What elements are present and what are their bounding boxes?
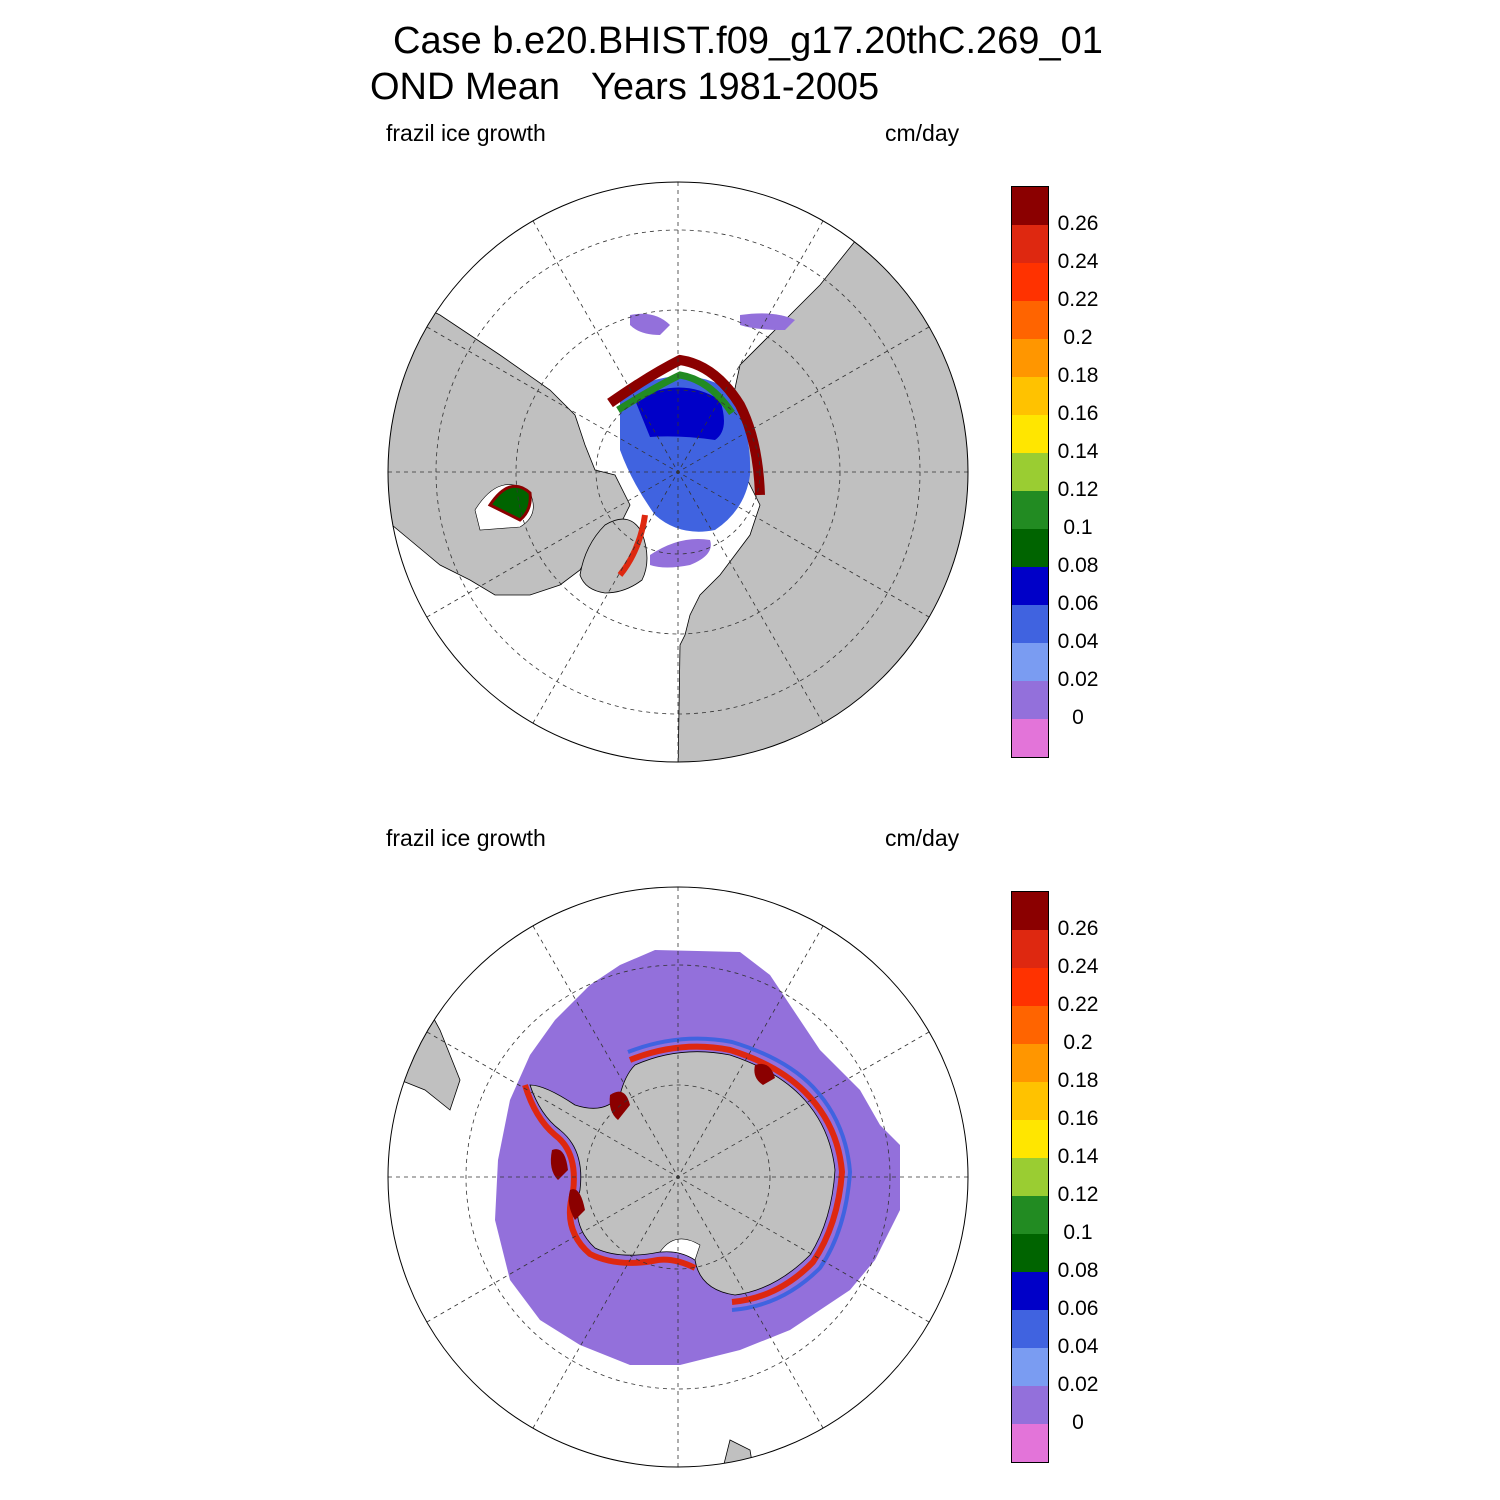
colorbar-antarctic-swatch (1012, 892, 1048, 930)
colorbar-antarctic-swatch (1012, 1044, 1048, 1082)
arctic-land-greenland (579, 518, 648, 594)
colorbar-arctic-swatch (1012, 643, 1048, 681)
antarctic-land-africa-tip (719, 1439, 756, 1467)
panel-antarctic-variable-label: frazil ice growth (386, 825, 546, 851)
colorbar-antarctic-swatch (1012, 1424, 1048, 1462)
antarctic-polar-map (387, 886, 969, 1468)
arctic-nordic-frazil (650, 539, 711, 568)
colorbar-tick-label: 0.18 (1057, 1069, 1099, 1092)
colorbar-arctic-swatch (1012, 719, 1048, 757)
colorbar-tick-label: 0.26 (1057, 212, 1099, 235)
colorbar-tick-label: 0.12 (1057, 1183, 1099, 1206)
arctic-marginal-growth-rim (607, 354, 765, 496)
arctic-ocean-frazil-core (635, 387, 724, 440)
colorbar-tick-label: 0.04 (1057, 630, 1099, 653)
colorbar-tick-label: 0.14 (1057, 1145, 1099, 1168)
colorbar-arctic-swatch (1012, 491, 1048, 529)
colorbar-tick-label: 0.08 (1057, 554, 1099, 577)
panel-arctic-units-label: cm/day (885, 120, 960, 146)
antarctic-coastal-growth-rim-outer (627, 1036, 853, 1312)
colorbar-antarctic-swatch (1012, 1386, 1048, 1424)
colorbar-tick-label: 0.06 (1057, 592, 1099, 615)
arctic-polar-map (387, 181, 969, 763)
colorbar-antarctic-swatch (1012, 1006, 1048, 1044)
colorbar-tick-label: 0.2 (1063, 1031, 1093, 1054)
colorbar-tick-label: 0.02 (1057, 668, 1099, 691)
arctic-baffin-growth-strip (617, 514, 648, 577)
colorbar-tick-label: 0 (1072, 706, 1084, 729)
colorbar-antarctic-swatch (1012, 1196, 1048, 1234)
antarctic-graticule (388, 887, 968, 1467)
colorbar-antarctic-swatch (1012, 930, 1048, 968)
figure-title-case: Case b.e20.BHIST.f09_g17.20thC.269_01 (393, 20, 1103, 62)
figure-title-period: OND Mean Years 1981-2005 (370, 66, 880, 108)
colorbar-tick-label: 0.08 (1057, 1259, 1099, 1282)
colorbar-tick-label: 0.26 (1057, 917, 1099, 940)
colorbar-arctic-swatch (1012, 567, 1048, 605)
colorbar-tick-label: 0.16 (1057, 1107, 1099, 1130)
colorbar-arctic-swatch (1012, 339, 1048, 377)
colorbar-antarctic (1011, 891, 1049, 1463)
colorbar-arctic (1011, 186, 1049, 758)
antarctic-map-border (387, 886, 969, 1468)
arctic-map-border (387, 181, 969, 763)
arctic-graticule (388, 182, 968, 762)
colorbar-antarctic-swatch (1012, 1082, 1048, 1120)
colorbar-tick-label: 0.1 (1063, 1221, 1093, 1244)
antarctic-ross-ice-shelf (659, 1238, 701, 1261)
panel-antarctic-units-label: cm/day (885, 825, 960, 851)
colorbar-arctic-swatch (1012, 187, 1048, 225)
colorbar-tick-label: 0.1 (1063, 516, 1093, 539)
antarctic-coastal-growth-rim (628, 1043, 846, 1305)
colorbar-arctic-swatch (1012, 681, 1048, 719)
colorbar-tick-label: 0.22 (1057, 288, 1099, 311)
colorbar-antarctic-swatch (1012, 1310, 1048, 1348)
colorbar-antarctic-swatch (1012, 1234, 1048, 1272)
colorbar-tick-label: 0.04 (1057, 1335, 1099, 1358)
colorbar-tick-label: 0.2 (1063, 326, 1093, 349)
colorbar-arctic-swatch (1012, 605, 1048, 643)
colorbar-tick-label: 0.24 (1057, 250, 1099, 273)
colorbar-antarctic-swatch (1012, 1120, 1048, 1158)
antarctic-ross-polynya (568, 1189, 585, 1220)
colorbar-arctic-swatch (1012, 263, 1048, 301)
colorbar-tick-label: 0.18 (1057, 364, 1099, 387)
arctic-okhotsk-frazil (740, 313, 795, 330)
antarctic-peninsula-polynya (550, 1149, 568, 1180)
colorbar-antarctic-swatch (1012, 1348, 1048, 1386)
colorbar-tick-label: 0.24 (1057, 955, 1099, 978)
colorbar-arctic-swatch (1012, 377, 1048, 415)
colorbar-tick-label: 0.12 (1057, 478, 1099, 501)
colorbar-tick-label: 0.02 (1057, 1373, 1099, 1396)
colorbar-antarctic-swatch (1012, 1272, 1048, 1310)
colorbar-arctic-swatch (1012, 415, 1048, 453)
antarctic-coastal-growth-rim-west (522, 1084, 697, 1271)
arctic-bering-frazil (630, 313, 670, 335)
arctic-marginal-growth-rim-inner (616, 371, 735, 415)
colorbar-arctic-swatch (1012, 453, 1048, 491)
colorbar-arctic-swatch (1012, 301, 1048, 339)
colorbar-antarctic-swatch (1012, 1158, 1048, 1196)
colorbar-arctic-swatch (1012, 529, 1048, 567)
panel-arctic-variable-label: frazil ice growth (386, 120, 546, 146)
colorbar-tick-label: 0.16 (1057, 402, 1099, 425)
colorbar-tick-label: 0.06 (1057, 1297, 1099, 1320)
colorbar-antarctic-swatch (1012, 968, 1048, 1006)
arctic-hudson-frazil (487, 484, 532, 522)
colorbar-arctic-swatch (1012, 225, 1048, 263)
colorbar-tick-label: 0.22 (1057, 993, 1099, 1016)
colorbar-tick-label: 0.14 (1057, 440, 1099, 463)
colorbar-tick-label: 0 (1072, 1411, 1084, 1434)
antarctic-amery-polynya (754, 1063, 775, 1085)
